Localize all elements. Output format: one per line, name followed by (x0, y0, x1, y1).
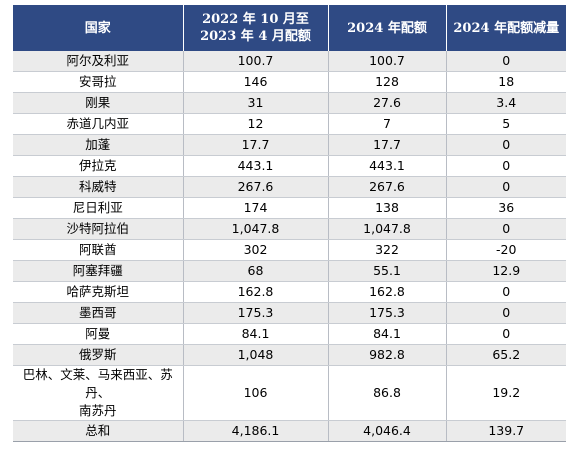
header-country: 国家 (13, 5, 184, 51)
country-cell: 墨西哥 (13, 302, 184, 324)
country-cell: 巴林、文莱、马来西亚、苏丹、 南苏丹 (13, 365, 184, 421)
header-quota-2024: 2024 年配额 (327, 5, 447, 51)
reduction-2024-cell: 0 (445, 51, 566, 72)
table-row: 阿联酋 302 322 -20 (13, 239, 566, 261)
total-row: 总和 4,186.1 4,046.4 139.7 (13, 420, 566, 442)
quota-2024-cell: 443.1 (327, 155, 447, 177)
country-cell: 沙特阿拉伯 (13, 218, 184, 240)
table-row: 阿曼 84.1 84.1 0 (13, 323, 566, 345)
country-cell: 哈萨克斯坦 (13, 281, 184, 303)
quota-2024-cell: 162.8 (327, 281, 447, 303)
country-cell: 俄罗斯 (13, 344, 184, 366)
header-quota-2022-2023-line2: 2023 年 4 月配额 (200, 29, 311, 44)
quota-2024-cell: 84.1 (327, 323, 447, 345)
reduction-2024-cell: 12.9 (445, 260, 566, 282)
quota-table-container: 国家 2022 年 10 月至 2023 年 4 月配额 2024 年配额 20… (13, 5, 566, 442)
quota-2022-2023-cell: 174 (182, 197, 329, 219)
reduction-2024-cell: 5 (445, 113, 566, 135)
table-row: 沙特阿拉伯 1,047.8 1,047.8 0 (13, 218, 566, 240)
country-cell: 阿曼 (13, 323, 184, 345)
quota-2022-2023-cell: 84.1 (182, 323, 329, 345)
reduction-2024-cell: -20 (445, 239, 566, 261)
reduction-2024-cell: 0 (445, 134, 566, 156)
table-row: 伊拉克 443.1 443.1 0 (13, 155, 566, 177)
total-label-cell: 总和 (13, 420, 184, 442)
quota-2024-cell: 1,047.8 (327, 218, 447, 240)
table-row: 哈萨克斯坦 162.8 162.8 0 (13, 281, 566, 303)
quota-2022-2023-cell: 12 (182, 113, 329, 135)
quota-2022-2023-cell: 1,047.8 (182, 218, 329, 240)
reduction-2024-cell: 0 (445, 218, 566, 240)
table-row: 俄罗斯 1,048 982.8 65.2 (13, 344, 566, 366)
quota-2022-2023-cell: 31 (182, 92, 329, 114)
reduction-2024-cell: 0 (445, 302, 566, 324)
country-cell-line1: 巴林、文莱、马来西亚、苏丹、 (22, 367, 173, 400)
quota-2024-cell: 86.8 (327, 365, 447, 421)
total-reduction-2024-cell: 139.7 (445, 420, 566, 442)
quota-2022-2023-cell: 106 (182, 365, 329, 421)
reduction-2024-cell: 36 (445, 197, 566, 219)
quota-2024-cell: 175.3 (327, 302, 447, 324)
opec-quota-table: 国家 2022 年 10 月至 2023 年 4 月配额 2024 年配额 20… (13, 5, 566, 442)
reduction-2024-cell: 18 (445, 71, 566, 93)
quota-2022-2023-cell: 302 (182, 239, 329, 261)
quota-2022-2023-cell: 267.6 (182, 176, 329, 198)
header-row: 国家 2022 年 10 月至 2023 年 4 月配额 2024 年配额 20… (13, 5, 566, 51)
table-row: 赤道几内亚 12 7 5 (13, 113, 566, 135)
table-row: 阿塞拜疆 68 55.1 12.9 (13, 260, 566, 282)
table-header: 国家 2022 年 10 月至 2023 年 4 月配额 2024 年配额 20… (13, 5, 566, 51)
table-row: 刚果 31 27.6 3.4 (13, 92, 566, 114)
country-cell: 科威特 (13, 176, 184, 198)
quota-2022-2023-cell: 162.8 (182, 281, 329, 303)
table-row: 巴林、文莱、马来西亚、苏丹、 南苏丹 106 86.8 19.2 (13, 365, 566, 421)
header-quota-2022-2023-line1: 2022 年 10 月至 (202, 12, 309, 27)
country-cell: 安哥拉 (13, 71, 184, 93)
quota-2024-cell: 100.7 (327, 51, 447, 72)
table-row: 安哥拉 146 128 18 (13, 71, 566, 93)
quota-2024-cell: 128 (327, 71, 447, 93)
reduction-2024-cell: 0 (445, 176, 566, 198)
reduction-2024-cell: 19.2 (445, 365, 566, 421)
quota-2024-cell: 17.7 (327, 134, 447, 156)
total-quota-2024-cell: 4,046.4 (327, 420, 447, 442)
quota-2024-cell: 138 (327, 197, 447, 219)
country-cell: 阿联酋 (13, 239, 184, 261)
table-body: 阿尔及利亚 100.7 100.7 0 安哥拉 146 128 18 刚果 31… (13, 51, 566, 442)
quota-2024-cell: 267.6 (327, 176, 447, 198)
country-cell: 伊拉克 (13, 155, 184, 177)
quota-2024-cell: 27.6 (327, 92, 447, 114)
header-quota-2022-2023: 2022 年 10 月至 2023 年 4 月配额 (182, 5, 329, 51)
table-row: 科威特 267.6 267.6 0 (13, 176, 566, 198)
country-cell: 刚果 (13, 92, 184, 114)
reduction-2024-cell: 0 (445, 281, 566, 303)
table-row: 墨西哥 175.3 175.3 0 (13, 302, 566, 324)
quota-2024-cell: 55.1 (327, 260, 447, 282)
quota-2024-cell: 7 (327, 113, 447, 135)
table-row: 尼日利亚 174 138 36 (13, 197, 566, 219)
country-cell: 加蓬 (13, 134, 184, 156)
quota-2024-cell: 982.8 (327, 344, 447, 366)
quota-2022-2023-cell: 17.7 (182, 134, 329, 156)
reduction-2024-cell: 65.2 (445, 344, 566, 366)
quota-2022-2023-cell: 443.1 (182, 155, 329, 177)
quota-2022-2023-cell: 68 (182, 260, 329, 282)
country-cell: 尼日利亚 (13, 197, 184, 219)
quota-2024-cell: 322 (327, 239, 447, 261)
country-cell: 赤道几内亚 (13, 113, 184, 135)
quota-2022-2023-cell: 175.3 (182, 302, 329, 324)
country-cell-line2: 南苏丹 (78, 403, 117, 418)
header-reduction-2024: 2024 年配额减量 (445, 5, 566, 51)
country-cell: 阿塞拜疆 (13, 260, 184, 282)
quota-2022-2023-cell: 146 (182, 71, 329, 93)
quota-2022-2023-cell: 1,048 (182, 344, 329, 366)
reduction-2024-cell: 0 (445, 155, 566, 177)
table-row: 加蓬 17.7 17.7 0 (13, 134, 566, 156)
reduction-2024-cell: 0 (445, 323, 566, 345)
country-cell: 阿尔及利亚 (13, 51, 184, 72)
table-row: 阿尔及利亚 100.7 100.7 0 (13, 51, 566, 72)
quota-2022-2023-cell: 100.7 (182, 51, 329, 72)
total-quota-2022-2023-cell: 4,186.1 (182, 420, 329, 442)
reduction-2024-cell: 3.4 (445, 92, 566, 114)
